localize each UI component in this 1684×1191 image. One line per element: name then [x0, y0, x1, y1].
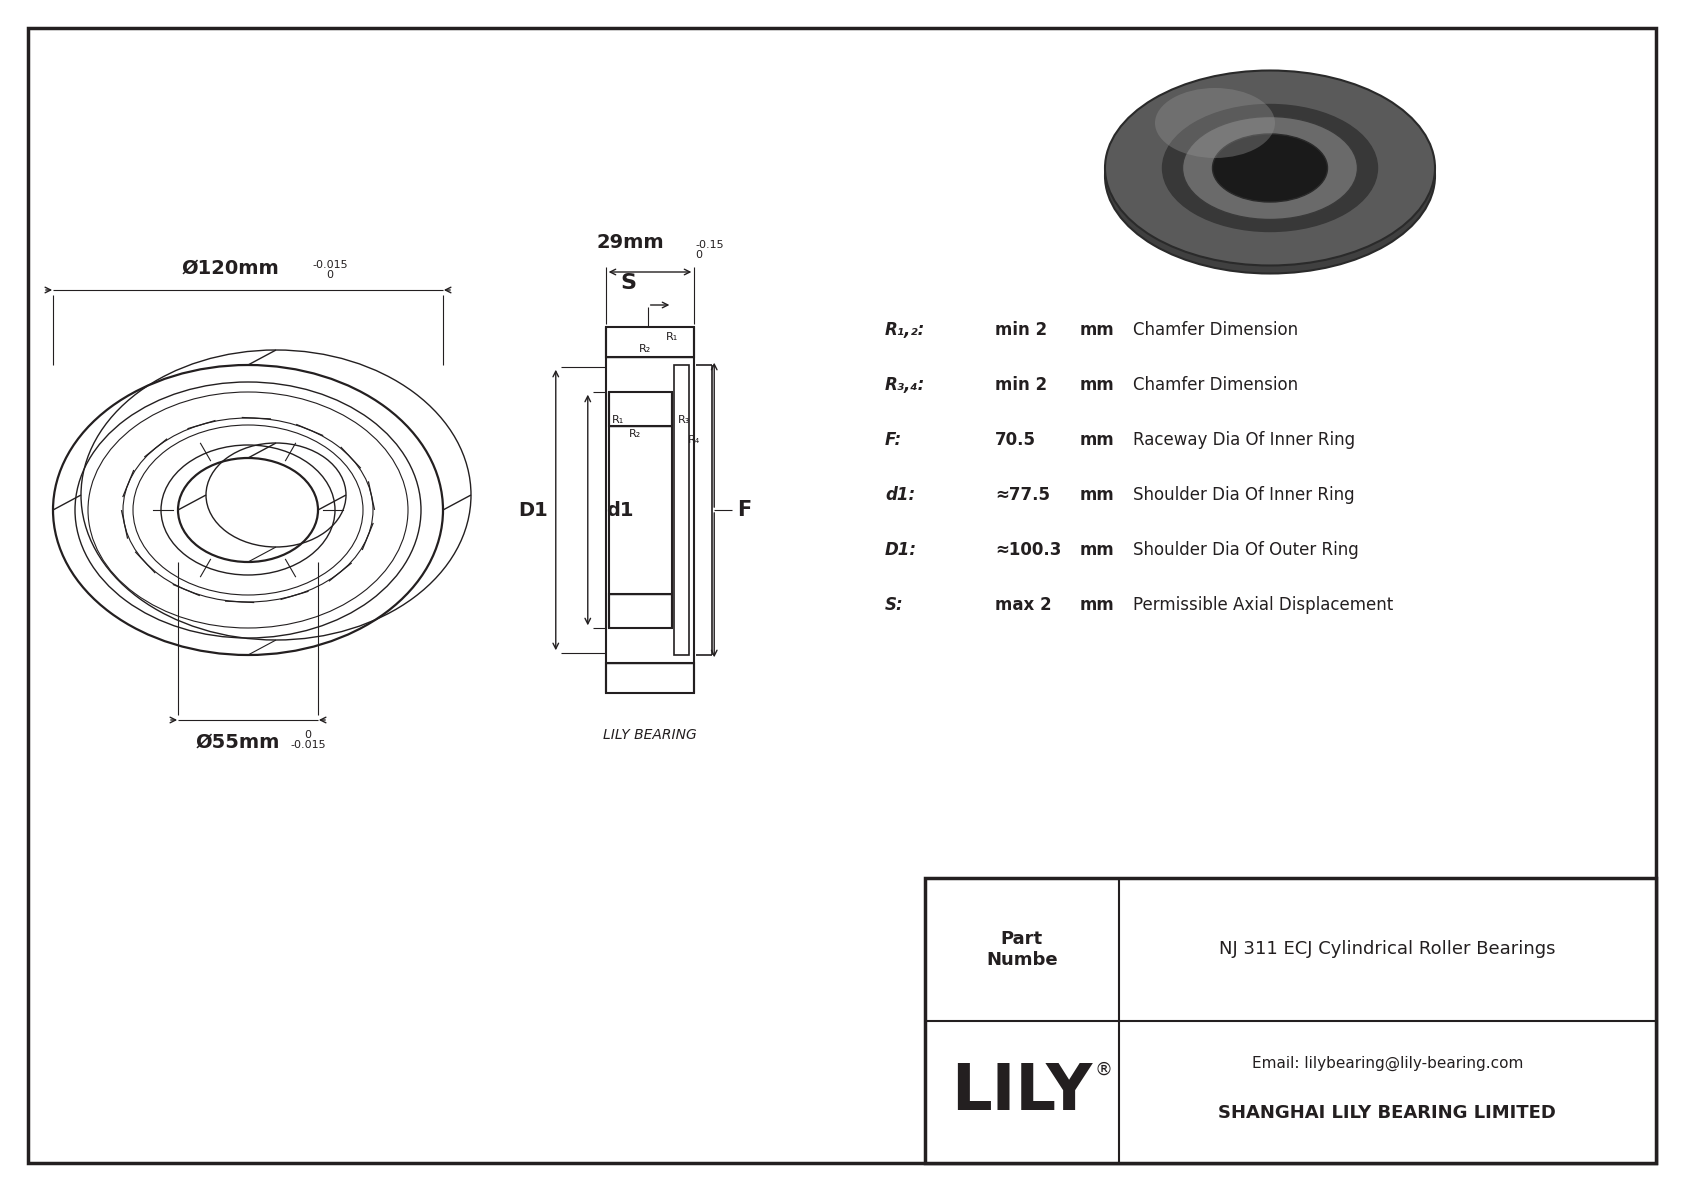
Text: ®: ®: [1095, 1061, 1113, 1079]
Text: 0: 0: [327, 270, 333, 280]
Text: min 2: min 2: [995, 322, 1047, 339]
Ellipse shape: [1182, 117, 1357, 219]
Text: Ø120mm: Ø120mm: [182, 258, 280, 278]
Text: Chamfer Dimension: Chamfer Dimension: [1133, 322, 1298, 339]
Text: Ø55mm: Ø55mm: [195, 732, 280, 752]
Text: F: F: [738, 500, 751, 520]
Text: R₂: R₂: [638, 344, 652, 354]
Text: 29mm: 29mm: [596, 233, 663, 252]
Text: Shoulder Dia Of Outer Ring: Shoulder Dia Of Outer Ring: [1133, 541, 1359, 559]
Text: D1:: D1:: [886, 541, 918, 559]
Text: mm: mm: [1079, 486, 1115, 504]
Text: 0: 0: [305, 730, 312, 740]
Bar: [606, 663, 694, 693]
Text: Permissible Axial Displacement: Permissible Axial Displacement: [1133, 596, 1393, 615]
Text: max 2: max 2: [995, 596, 1051, 615]
Bar: [610, 392, 672, 426]
Text: Email: lilybearing@lily-bearing.com: Email: lilybearing@lily-bearing.com: [1251, 1055, 1522, 1071]
Text: mm: mm: [1079, 541, 1115, 559]
Text: LILY BEARING: LILY BEARING: [603, 728, 697, 742]
Text: NJ 311 ECJ Cylindrical Roller Bearings: NJ 311 ECJ Cylindrical Roller Bearings: [1219, 940, 1556, 959]
Text: mm: mm: [1079, 376, 1115, 394]
Text: Shoulder Dia Of Inner Ring: Shoulder Dia Of Inner Ring: [1133, 486, 1354, 504]
Text: 0: 0: [695, 250, 702, 260]
Text: -0.15: -0.15: [695, 241, 724, 250]
Text: mm: mm: [1079, 322, 1115, 339]
Text: ≈77.5: ≈77.5: [995, 486, 1051, 504]
Text: mm: mm: [1079, 431, 1115, 449]
Text: d1: d1: [606, 500, 633, 519]
Bar: [674, 366, 689, 655]
Text: R₃,₄:: R₃,₄:: [886, 376, 925, 394]
Text: F:: F:: [886, 431, 903, 449]
Text: R₂: R₂: [628, 429, 642, 438]
Text: S:: S:: [886, 596, 904, 615]
Ellipse shape: [1162, 105, 1378, 231]
Ellipse shape: [1155, 88, 1275, 158]
Text: 70.5: 70.5: [995, 431, 1036, 449]
Text: R₃: R₃: [679, 414, 690, 425]
Bar: [925, 878, 1655, 1162]
Text: Raceway Dia Of Inner Ring: Raceway Dia Of Inner Ring: [1133, 431, 1356, 449]
Text: R₁: R₁: [665, 332, 679, 342]
Text: ≈100.3: ≈100.3: [995, 541, 1061, 559]
Text: R₁: R₁: [611, 414, 625, 425]
Text: D1: D1: [519, 500, 547, 519]
Text: mm: mm: [1079, 596, 1115, 615]
Text: LILY: LILY: [951, 1061, 1093, 1123]
Bar: [610, 594, 672, 628]
Bar: [606, 328, 694, 357]
Text: Chamfer Dimension: Chamfer Dimension: [1133, 376, 1298, 394]
Text: R₁,₂:: R₁,₂:: [886, 322, 925, 339]
Ellipse shape: [1105, 70, 1435, 266]
Text: -0.015: -0.015: [312, 260, 349, 270]
Ellipse shape: [1105, 79, 1435, 274]
Text: d1:: d1:: [886, 486, 914, 504]
Text: Part
Numbe: Part Numbe: [987, 930, 1058, 968]
Text: min 2: min 2: [995, 376, 1047, 394]
Ellipse shape: [1212, 135, 1327, 202]
Text: R₄: R₄: [689, 435, 701, 444]
Text: -0.015: -0.015: [290, 740, 325, 750]
Text: S: S: [621, 273, 637, 293]
Text: SHANGHAI LILY BEARING LIMITED: SHANGHAI LILY BEARING LIMITED: [1219, 1104, 1556, 1122]
